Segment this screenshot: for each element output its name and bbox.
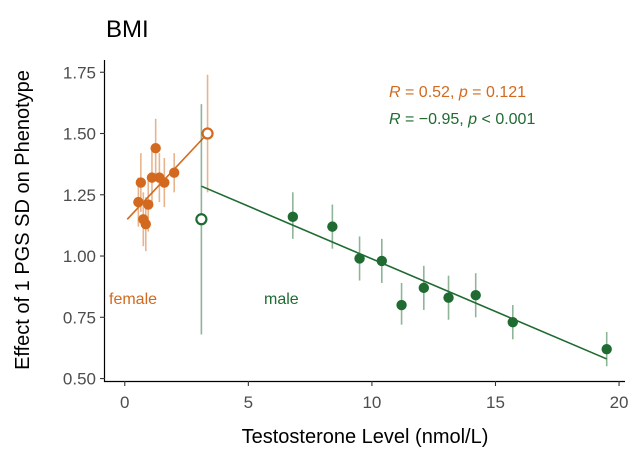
y-axis-title: Effect of 1 PGS SD on Phenotype <box>12 70 34 370</box>
male-data-point <box>354 253 365 264</box>
male-data-point <box>376 255 387 267</box>
female-data-point <box>159 177 170 188</box>
female-data-point <box>140 218 151 230</box>
male-data-point <box>418 282 430 294</box>
x-tick-label: 15 <box>486 393 505 412</box>
male-outlier-point <box>195 213 208 226</box>
female-data-point <box>169 167 180 178</box>
male-data-point <box>601 343 612 355</box>
male-data-point <box>470 290 481 301</box>
y-tick-label: 1.75 <box>63 63 96 82</box>
x-tick-label: 10 <box>362 393 381 412</box>
female-data-point <box>143 199 154 210</box>
female-r-symbol: R <box>389 84 401 101</box>
female-r-value: = 0.52, <box>401 84 459 101</box>
x-axis-title: Testosterone Level (nmol/L) <box>242 426 489 448</box>
male-data-point <box>443 292 454 303</box>
female-outlier-point <box>201 127 214 140</box>
male-data-point <box>327 221 338 232</box>
male-correlation-stat: R = −0.95, p < 0.001 <box>389 111 535 128</box>
female-data-point <box>150 143 161 154</box>
female-data-point <box>146 172 158 183</box>
female-group-label: female <box>109 291 157 308</box>
y-tick-label: 1.25 <box>63 186 96 205</box>
male-data-point <box>507 316 518 328</box>
male-data-point <box>287 211 299 223</box>
female-data-point <box>133 196 144 208</box>
y-axis-ticks: 0.50 0.75 1.00 1.25 1.50 1.75 <box>63 63 105 389</box>
female-p-value: = 0.121 <box>468 84 526 101</box>
male-p-value: < 0.001 <box>477 111 535 128</box>
x-axis-ticks: 0 5 10 15 20 <box>120 381 629 412</box>
y-tick-label: 0.75 <box>63 308 96 327</box>
male-r-value: = −0.95, <box>401 111 469 128</box>
male-regression-line <box>201 185 608 360</box>
male-data-point <box>396 299 407 311</box>
y-tick-label: 0.50 <box>63 370 96 389</box>
male-p-symbol: p <box>467 111 477 128</box>
x-tick-label: 0 <box>120 393 129 412</box>
y-tick-label: 1.00 <box>63 247 96 266</box>
x-tick-label: 20 <box>610 393 629 412</box>
x-tick-label: 5 <box>244 393 253 412</box>
y-tick-label: 1.50 <box>63 125 96 144</box>
female-p-symbol: p <box>458 84 468 101</box>
male-r-symbol: R <box>389 111 401 128</box>
chart-title: BMI <box>106 16 149 43</box>
male-group-label: male <box>264 291 299 308</box>
female-correlation-stat: R = 0.52, p = 0.121 <box>389 84 526 101</box>
female-data-point <box>135 177 147 188</box>
plot-area <box>126 74 612 367</box>
